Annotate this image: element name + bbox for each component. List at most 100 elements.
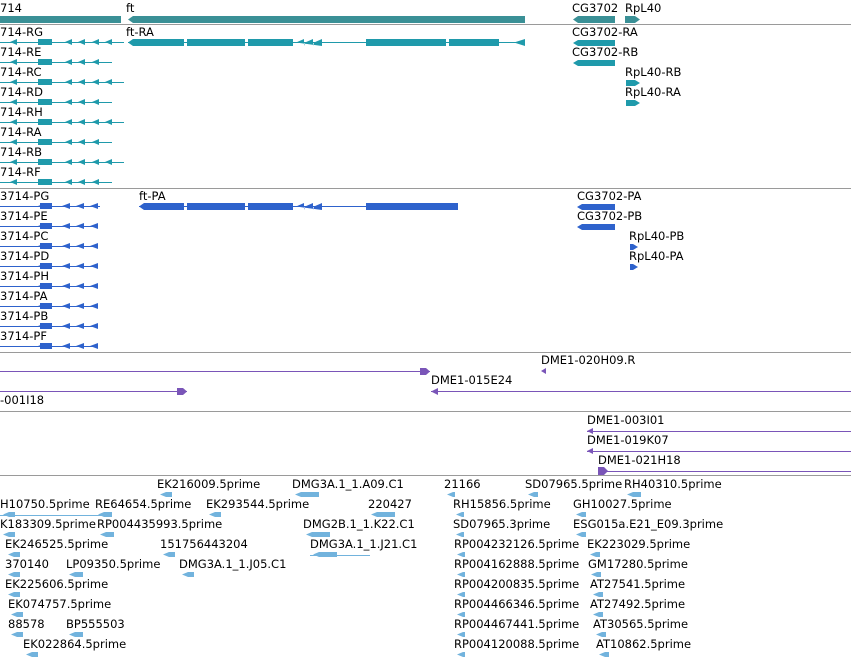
exon[interactable] xyxy=(10,39,17,45)
est-glyph[interactable] xyxy=(456,512,464,517)
protein-exon[interactable] xyxy=(630,244,638,250)
protein-exon[interactable] xyxy=(366,203,458,210)
exon[interactable] xyxy=(105,159,112,165)
protein-exon[interactable] xyxy=(90,323,98,329)
exon[interactable] xyxy=(10,59,17,65)
exon[interactable] xyxy=(92,99,99,105)
transcript-label[interactable]: ft-RA xyxy=(126,25,154,39)
exon[interactable] xyxy=(296,39,322,46)
est-label[interactable]: RP004200835.5prime xyxy=(454,577,580,591)
clone-end[interactable] xyxy=(177,388,187,395)
protein-label[interactable]: ft-PA xyxy=(139,189,166,203)
est-label[interactable]: ESG015a.E21_E09.3prime xyxy=(573,517,724,531)
est-glyph[interactable] xyxy=(98,512,112,517)
exon[interactable] xyxy=(65,59,72,65)
protein-exon[interactable] xyxy=(62,323,70,329)
protein-exon[interactable] xyxy=(62,303,70,309)
est-label[interactable]: DMG3A.1_1.A09.C1 xyxy=(292,477,404,491)
exon[interactable] xyxy=(65,159,72,165)
protein-exon[interactable] xyxy=(40,343,52,349)
exon[interactable] xyxy=(105,79,112,85)
est-label[interactable]: EK246525.5prime xyxy=(5,537,109,551)
exon[interactable] xyxy=(65,79,72,85)
clone-label[interactable]: DME1-021H18 xyxy=(598,453,681,467)
est-glyph[interactable] xyxy=(8,592,20,597)
est-glyph[interactable] xyxy=(69,572,83,577)
est-label[interactable]: RP004232126.5prime xyxy=(454,537,580,551)
est-label[interactable]: RP004120088.5prime xyxy=(454,637,580,651)
est-label[interactable]: AT30565.5prime xyxy=(593,617,689,631)
est-label[interactable]: EK022864.5prime xyxy=(23,637,127,651)
clone-label[interactable]: DME1-015E24 xyxy=(431,373,513,387)
exon[interactable] xyxy=(366,39,446,46)
exon[interactable] xyxy=(105,119,112,125)
est-label[interactable]: RH40310.5prime xyxy=(624,477,722,491)
est-glyph[interactable] xyxy=(163,552,175,557)
est-label[interactable]: EK225606.5prime xyxy=(5,577,109,591)
exon[interactable] xyxy=(38,79,52,85)
transcript-label[interactable]: 714-RA xyxy=(0,125,42,139)
exon[interactable] xyxy=(10,179,17,185)
gene-label[interactable]: ft xyxy=(126,1,135,15)
exon[interactable] xyxy=(449,39,499,46)
protein-exon[interactable] xyxy=(76,343,84,349)
protein-exon[interactable] xyxy=(76,283,84,289)
clone-label[interactable]: -001I18 xyxy=(0,393,45,407)
protein-label[interactable]: 3714-PB xyxy=(0,309,49,323)
protein-exon[interactable] xyxy=(40,203,52,209)
protein-label[interactable]: 3714-PE xyxy=(0,209,48,223)
transcript-label[interactable]: 714-RE xyxy=(0,45,42,59)
est-label[interactable]: RH15856.5prime xyxy=(453,497,551,511)
protein-label[interactable]: RpL40-PA xyxy=(629,249,684,263)
est-glyph[interactable] xyxy=(457,592,465,597)
est-glyph[interactable] xyxy=(528,492,538,497)
exon[interactable] xyxy=(10,159,17,165)
transcript-label[interactable]: CG3702-RA xyxy=(572,25,638,39)
exon[interactable] xyxy=(626,100,640,106)
est-label[interactable]: SD07965.3prime xyxy=(453,517,551,531)
exon[interactable] xyxy=(78,179,85,185)
est-glyph[interactable] xyxy=(100,532,114,537)
est-glyph[interactable] xyxy=(313,552,337,557)
exon[interactable] xyxy=(514,39,525,46)
clone-end[interactable] xyxy=(431,388,438,395)
protein-exon[interactable] xyxy=(90,243,98,249)
est-glyph[interactable] xyxy=(457,632,465,637)
protein-label[interactable]: 3714-PG xyxy=(0,189,50,203)
est-glyph[interactable] xyxy=(627,492,641,497)
protein-exon[interactable] xyxy=(90,343,98,349)
est-glyph[interactable] xyxy=(3,532,15,537)
transcript-label[interactable]: CG3702-RB xyxy=(572,45,639,59)
exon[interactable] xyxy=(38,39,52,45)
exon[interactable] xyxy=(573,60,615,66)
est-glyph[interactable] xyxy=(8,552,20,557)
clone-end[interactable] xyxy=(587,428,593,434)
est-label[interactable]: 220427 xyxy=(368,497,412,511)
exon[interactable] xyxy=(10,139,17,145)
est-glyph[interactable] xyxy=(576,512,586,517)
est-label[interactable]: K183309.5prime xyxy=(0,517,96,531)
transcript-label[interactable]: 714-RD xyxy=(0,85,43,99)
transcript-label[interactable]: 714-RH xyxy=(0,105,43,119)
protein-exon[interactable] xyxy=(187,203,245,210)
protein-label[interactable]: 3714-PH xyxy=(0,269,49,283)
protein-label[interactable]: 3714-PD xyxy=(0,249,50,263)
est-glyph[interactable] xyxy=(69,632,83,637)
est-label[interactable]: RP004466346.5prime xyxy=(454,597,580,611)
exon[interactable] xyxy=(626,80,640,86)
protein-label[interactable]: RpL40-PB xyxy=(629,229,685,243)
est-label[interactable]: EK293544.5prime xyxy=(206,497,310,511)
protein-exon[interactable] xyxy=(40,323,52,329)
exon[interactable] xyxy=(10,79,17,85)
exon[interactable] xyxy=(10,99,17,105)
protein-exon[interactable] xyxy=(76,223,84,229)
protein-exon[interactable] xyxy=(90,283,98,289)
exon[interactable] xyxy=(78,139,85,145)
protein-exon[interactable] xyxy=(76,203,84,209)
gene-feature[interactable] xyxy=(0,16,121,23)
est-glyph[interactable] xyxy=(160,492,172,497)
est-label[interactable]: 151756443204 xyxy=(160,537,248,551)
est-label[interactable]: BP555503 xyxy=(66,617,125,631)
est-glyph[interactable] xyxy=(591,572,601,577)
est-label[interactable]: EK223029.5prime xyxy=(587,537,691,551)
